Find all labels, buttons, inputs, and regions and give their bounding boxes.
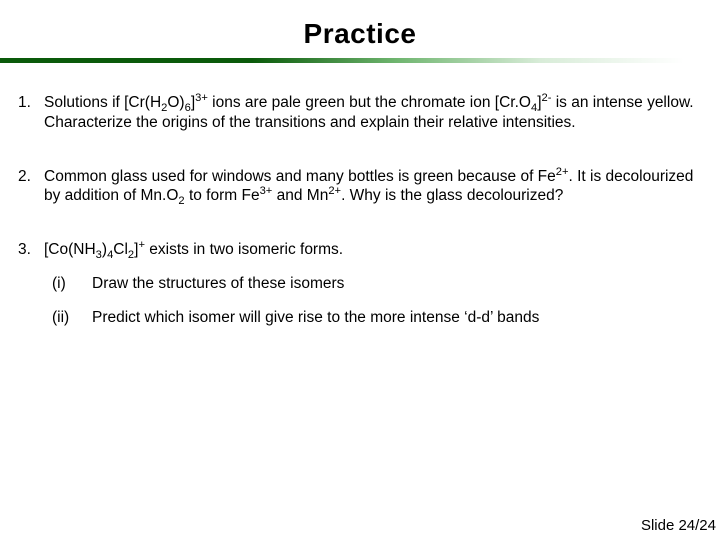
superscript: 3+ bbox=[195, 92, 208, 104]
subquestion-number: (ii) bbox=[52, 308, 92, 328]
superscript: 2- bbox=[542, 92, 552, 104]
question-text: [Co(NH3)4Cl2]+ exists in two isomeric fo… bbox=[44, 240, 702, 341]
text-run: and Mn bbox=[272, 187, 328, 204]
text-run: Common glass used for windows and many b… bbox=[44, 168, 556, 185]
text-run: [Co(NH bbox=[44, 241, 96, 258]
superscript: 3+ bbox=[260, 185, 273, 197]
subquestion-ii: (ii) Predict which isomer will give rise… bbox=[52, 308, 702, 328]
question-text: Solutions if [Cr(H2O)6]3+ ions are pale … bbox=[44, 93, 702, 133]
superscript: 2+ bbox=[556, 166, 569, 178]
subquestion-number: (i) bbox=[52, 274, 92, 294]
text-run: exists in two isomeric forms. bbox=[145, 241, 343, 258]
text-run: to form Fe bbox=[185, 187, 260, 204]
question-1: 1. Solutions if [Cr(H2O)6]3+ ions are pa… bbox=[18, 93, 702, 133]
question-number: 2. bbox=[18, 167, 44, 207]
subquestion-i: (i) Draw the structures of these isomers bbox=[52, 274, 702, 294]
question-2: 2. Common glass used for windows and man… bbox=[18, 167, 702, 207]
slide-title: Practice bbox=[0, 0, 720, 58]
text-run: ions are pale green but the chromate ion… bbox=[208, 94, 531, 111]
text-run: O) bbox=[167, 94, 184, 111]
slide-footer: Slide 24/24 bbox=[641, 517, 716, 534]
subquestions: (i) Draw the structures of these isomers… bbox=[44, 274, 702, 328]
superscript: 2+ bbox=[328, 185, 341, 197]
text-run: Solutions if [Cr(H bbox=[44, 94, 161, 111]
question-number: 1. bbox=[18, 93, 44, 133]
text-run: Cl bbox=[113, 241, 128, 258]
text-run: . Why is the glass decolourized? bbox=[341, 187, 563, 204]
subquestion-text: Draw the structures of these isomers bbox=[92, 274, 344, 294]
question-text: Common glass used for windows and many b… bbox=[44, 167, 702, 207]
subquestion-text: Predict which isomer will give rise to t… bbox=[92, 308, 539, 328]
question-number: 3. bbox=[18, 240, 44, 341]
question-3: 3. [Co(NH3)4Cl2]+ exists in two isomeric… bbox=[18, 240, 702, 341]
title-rule bbox=[0, 58, 720, 63]
slide-body: 1. Solutions if [Cr(H2O)6]3+ ions are pa… bbox=[0, 93, 720, 342]
